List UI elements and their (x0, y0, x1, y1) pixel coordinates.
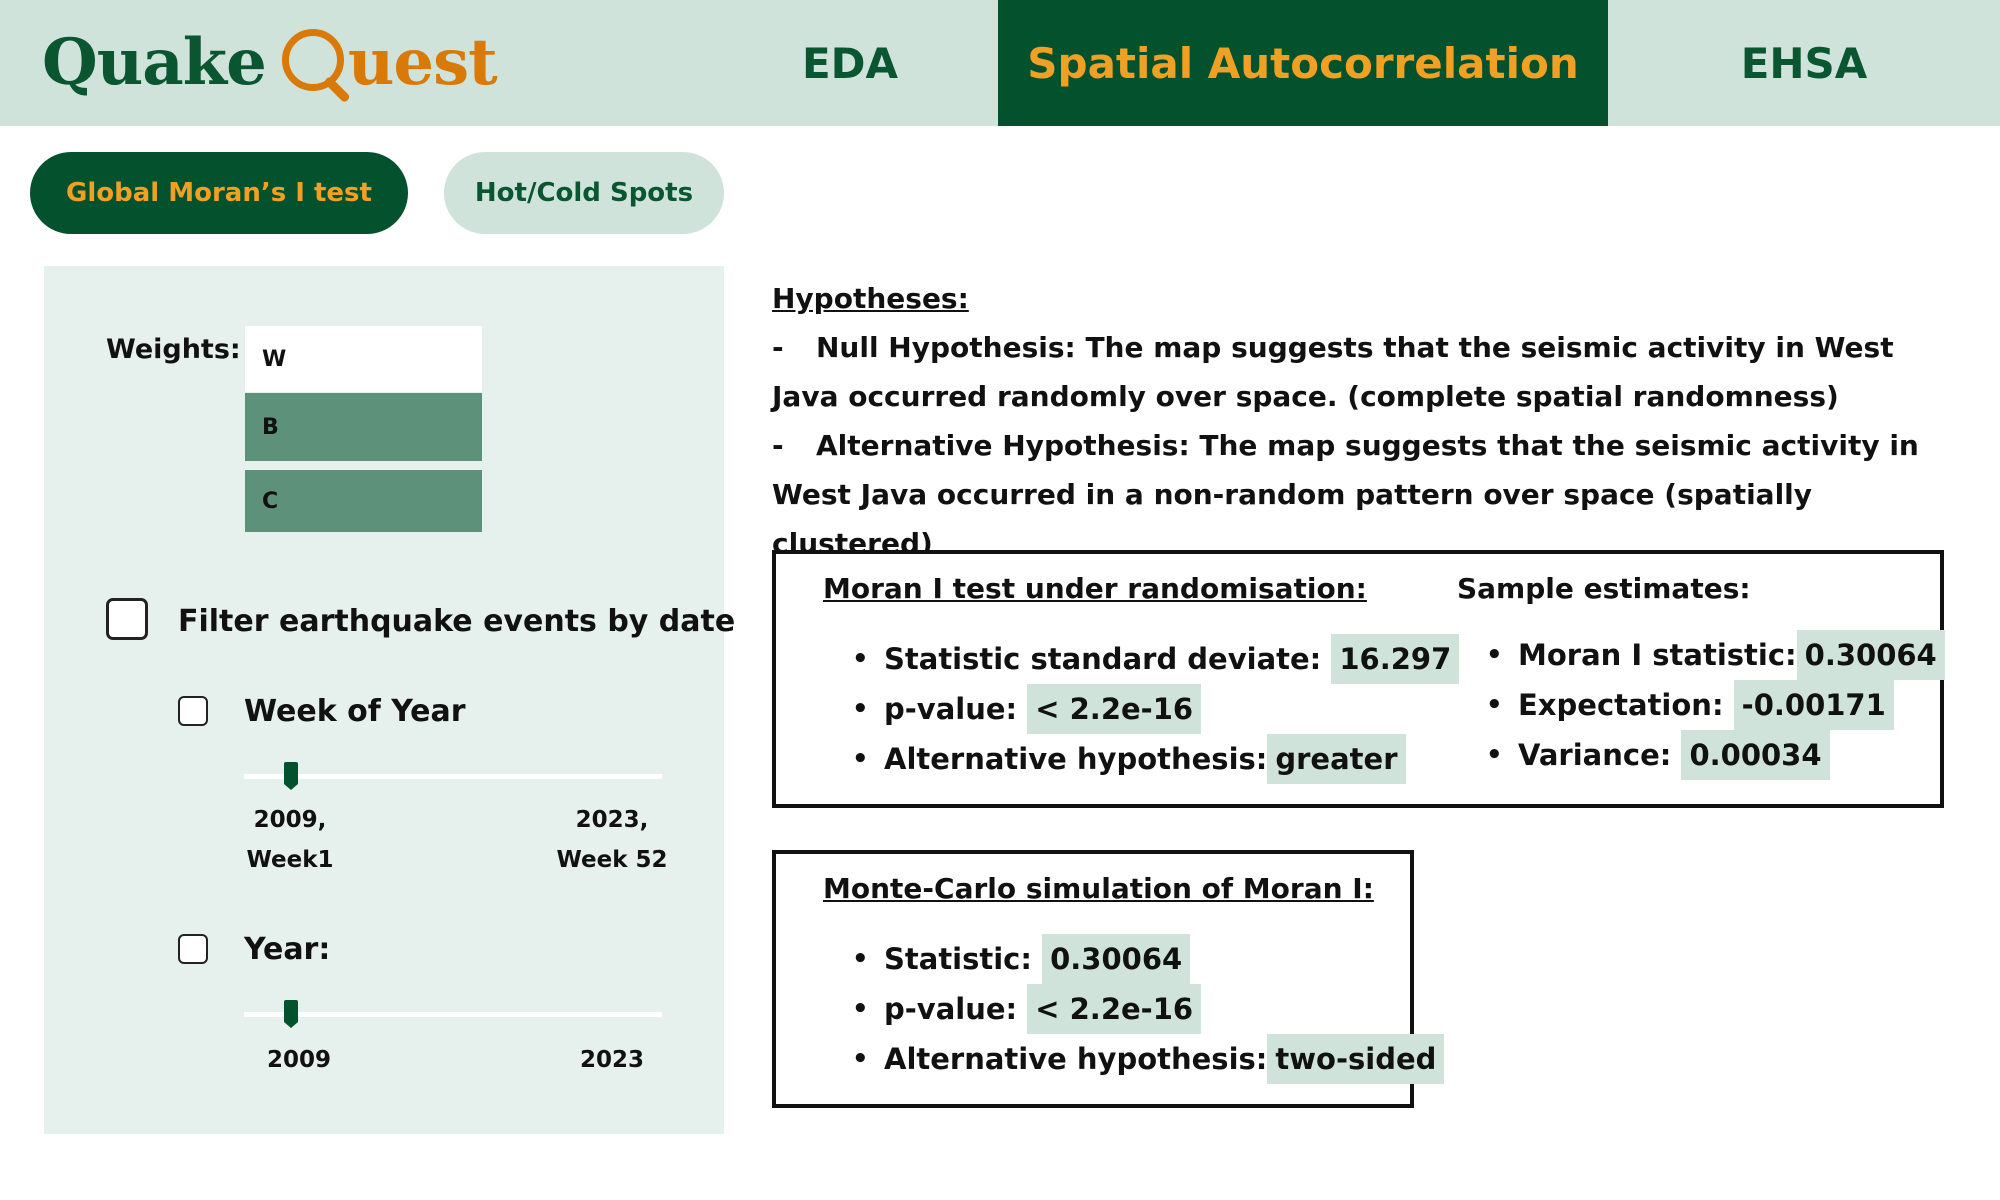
stat-label: Expectation: (1518, 688, 1724, 722)
year-checkbox[interactable] (178, 934, 208, 964)
list-item: • Moran I statistic: 0.30064 (1486, 630, 1945, 680)
stat-label: Statistic: (884, 942, 1032, 976)
montecarlo-list: • Statistic: 0.30064 • p-value: < 2.2e-16 … (852, 934, 1445, 1084)
week-max-year: 2023, (575, 807, 649, 833)
sample-estimates-list: • Moran I statistic: 0.30064 • Expectation:… (1486, 630, 1945, 780)
subtab-global-morans-i[interactable]: Global Moran’s I test (30, 152, 408, 234)
subtab-hot-cold-spots[interactable]: Hot/Cold Spots (444, 152, 724, 234)
filter-date-checkbox[interactable] (106, 598, 148, 640)
stat-label: Moran I statistic: (1518, 638, 1797, 672)
list-item: • Expectation: -0.00171 (1486, 680, 1945, 730)
alternative-hypothesis: Alternative Hypothesis: The map suggests… (772, 429, 1919, 560)
week-of-year-label: Week of Year (244, 694, 466, 729)
weights-option-w[interactable]: W (245, 326, 482, 392)
week-slider-max-label: 2023, Week 52 (552, 800, 672, 880)
stat-value: < 2.2e-16 (1027, 684, 1202, 734)
app-logo[interactable]: Quake uest (42, 14, 498, 110)
week-min-year: 2009, (253, 807, 327, 833)
weights-option-c[interactable]: C (245, 470, 482, 532)
tab-spatial-autocorrelation[interactable]: Spatial Autocorrelation (998, 0, 1608, 126)
year-slider-min-label: 2009 (266, 1047, 331, 1073)
list-item: • Variance: 0.00034 (1486, 730, 1945, 780)
week-slider-track[interactable] (244, 774, 662, 779)
stat-value: 0.30064 (1042, 934, 1191, 984)
year-slider-handle[interactable] (284, 1000, 298, 1028)
weights-label: Weights: (106, 334, 241, 365)
week-min-week: Week1 (246, 847, 334, 873)
stat-value: 0.00034 (1681, 730, 1830, 780)
stat-value: two-sided (1267, 1034, 1445, 1084)
list-item: • Alternative hypothesis: greater (852, 734, 1459, 784)
stat-label: Alternative hypothesis: (884, 1042, 1268, 1076)
null-hypothesis: Null Hypothesis: The map suggests that t… (772, 331, 1894, 413)
stat-value: greater (1267, 734, 1406, 784)
stat-value: -0.00171 (1733, 680, 1894, 730)
stat-label: p-value: (884, 692, 1018, 726)
stat-label: Statistic standard deviate: (884, 642, 1322, 676)
list-item: • Alternative hypothesis: two-sided (852, 1034, 1445, 1084)
tab-eda[interactable]: EDA (801, 38, 899, 88)
list-item: • Statistic: 0.30064 (852, 934, 1444, 984)
magnifier-icon (281, 23, 351, 104)
randomisation-list: • Statistic standard deviate: 16.297 • p-v… (852, 634, 1460, 784)
week-of-year-checkbox[interactable] (178, 696, 208, 726)
stat-label: Alternative hypothesis: (884, 742, 1268, 776)
logo-text-uest: uest (347, 24, 498, 100)
list-item: • p-value: < 2.2e-16 (852, 984, 1444, 1034)
stat-label: Variance: (1518, 738, 1672, 772)
montecarlo-title: Monte-Carlo simulation of Moran I: (823, 872, 1374, 905)
week-max-week: Week 52 (556, 847, 668, 873)
year-label: Year: (244, 932, 331, 967)
stat-label: p-value: (884, 992, 1018, 1026)
week-slider-handle[interactable] (284, 762, 298, 790)
stat-value: 16.297 (1331, 634, 1460, 684)
list-item: • Statistic standard deviate: 16.297 (852, 634, 1460, 684)
hypotheses-section: Hypotheses: - Null Hypothesis: The map su… (772, 282, 1919, 560)
logo-text-quake: Quake (42, 24, 267, 100)
randomisation-title: Moran I test under randomisation: (823, 572, 1367, 605)
list-item: • p-value: < 2.2e-16 (852, 684, 1459, 734)
year-slider-track[interactable] (244, 1012, 662, 1017)
weights-option-b[interactable]: B (245, 393, 482, 461)
year-slider-max-label: 2023 (579, 1047, 644, 1073)
week-slider-min-label: 2009, Week1 (240, 800, 340, 880)
stat-value: 0.30064 (1796, 630, 1945, 680)
stat-value: < 2.2e-16 (1027, 984, 1202, 1034)
filter-date-label: Filter earthquake events by date (178, 604, 736, 639)
hypotheses-title: Hypotheses: (772, 282, 969, 315)
tab-ehsa[interactable]: EHSA (1740, 38, 1868, 88)
sample-estimates-title: Sample estimates: (1457, 572, 1751, 605)
